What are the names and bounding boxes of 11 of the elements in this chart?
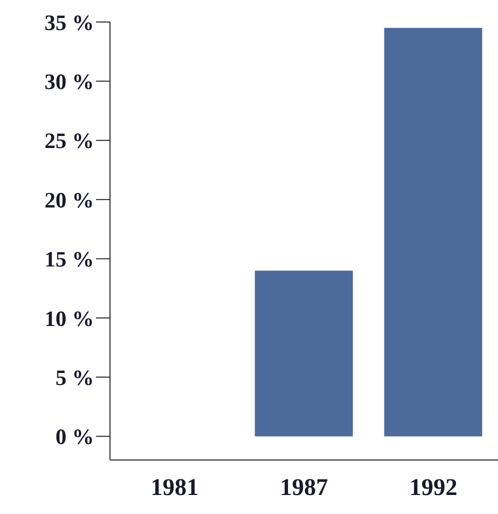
y-tick-label: 30 % (44, 69, 94, 94)
y-tick-label: 5 % (56, 364, 94, 390)
y-tick-label: 25 % (44, 128, 94, 154)
y-tick-label: 20 % (44, 187, 94, 212)
y-tick-label: 10 % (44, 306, 94, 331)
x-tick-label: 1987 (280, 475, 328, 502)
x-tick-label: 1981 (150, 475, 199, 502)
y-tick-label: 0 % (56, 424, 94, 450)
y-tick-label: 35 % (44, 10, 94, 35)
x-tick-label: 1992 (409, 475, 458, 502)
y-tick-label: 15 % (44, 246, 94, 272)
